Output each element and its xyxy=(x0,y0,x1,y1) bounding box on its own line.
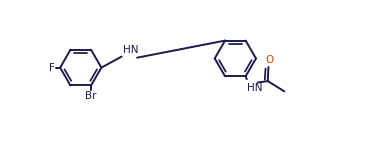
Text: HN: HN xyxy=(123,45,139,55)
Text: HN: HN xyxy=(248,83,263,93)
Text: Br: Br xyxy=(86,91,97,101)
Text: O: O xyxy=(265,55,273,65)
Text: F: F xyxy=(49,63,55,73)
